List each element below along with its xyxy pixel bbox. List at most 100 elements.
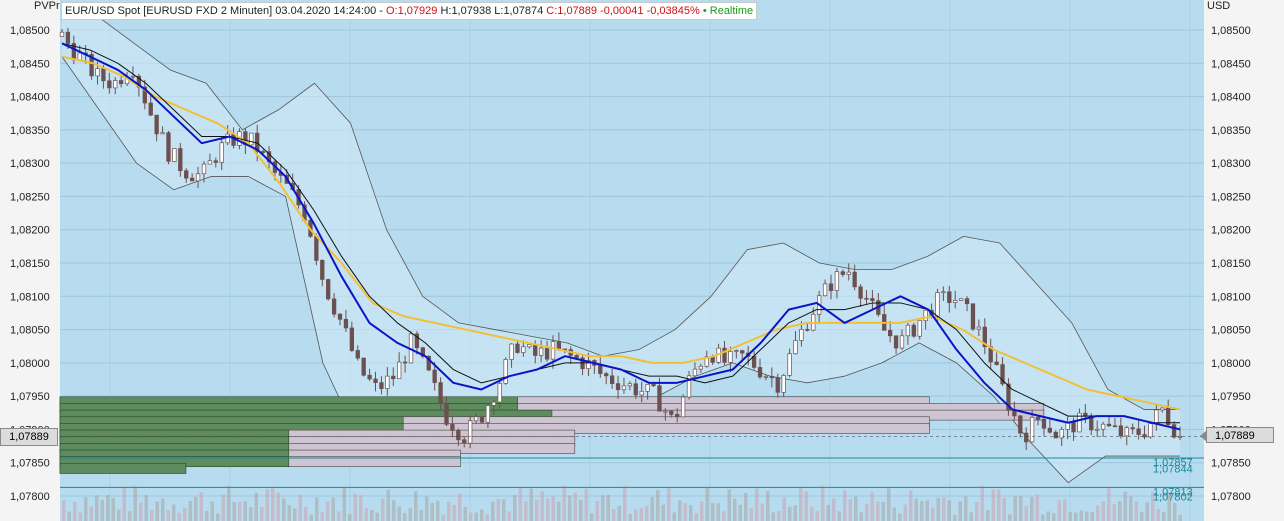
y-tick-label-right: 1,08150 [1211,258,1251,270]
candle-body [101,68,106,82]
volume-bar [298,494,302,521]
ema-fast-line [61,42,1181,431]
volume-bar [711,502,715,521]
volume-bar [1074,512,1078,521]
volume-bar [540,491,544,521]
candle-body [941,291,946,294]
candle-body [178,148,183,172]
candle-body [521,346,526,353]
price-level-label: 1,07844 [1153,464,1193,476]
volume-bar [782,497,786,521]
candle-body [887,329,893,337]
candle-body [160,132,165,135]
volume-bar [276,492,280,521]
candle-body [905,324,911,337]
candle-body [468,420,473,444]
volume-bar [166,510,170,521]
candle-body [414,333,420,349]
candle-body [225,133,230,144]
volume-bar [1013,496,1017,521]
volume-bar [942,497,946,521]
volume-bar [287,505,291,521]
volume-profile-buy [59,463,187,474]
candle-body [1029,416,1035,443]
volume-bar [62,500,66,521]
candle-body [172,148,177,162]
volume-bar [876,501,880,521]
volume-bar [755,488,759,521]
candle-body [852,271,857,288]
candle-body [604,373,609,377]
volume-bar [403,513,407,521]
volume-bar [579,499,583,521]
candle-body [781,375,786,393]
candle-body [1035,416,1041,420]
y-tick-label-right: 1,08050 [1211,325,1251,337]
volume-bar [232,501,236,521]
volume-bar [1046,511,1050,521]
volume-bar [243,501,247,521]
candle-body [1024,432,1029,443]
volume-bar [474,512,478,521]
candle-body [680,396,686,418]
volume-bar [793,505,797,521]
candle-body [1124,427,1129,437]
candle-body [1106,423,1112,427]
candle-body [249,132,254,146]
candle-body [497,383,502,403]
candle-body [65,31,71,44]
candle-body [538,347,544,356]
volume-bar [672,512,676,521]
price-level-label: 1,07802 [1153,492,1193,504]
volume-bar [210,501,214,521]
volume-bar [650,497,654,521]
volume-bar [744,493,748,521]
candle-body [349,327,355,351]
volume-bar [381,498,385,521]
volume-bar [342,488,346,521]
volume-bar [194,496,198,521]
candle-body [1095,428,1100,431]
candle-body [515,343,520,353]
volume-bar [738,504,742,521]
volume-bar [859,512,863,521]
volume-bar [485,514,489,521]
volume-bar [1101,501,1105,521]
volume-bar [177,512,181,521]
volume-bar [199,492,203,521]
candle-body [639,390,644,396]
candle-body [805,329,810,331]
volume-bar [535,500,539,521]
volume-bar [221,494,225,521]
candle-body [1077,412,1082,433]
candle-body [556,341,562,350]
candle-body [621,385,627,391]
volume-bar [1129,496,1133,521]
volume-bar [667,488,671,521]
volume-bar [617,505,621,521]
candle-body [834,271,840,291]
candle-body [367,374,372,380]
volume-bar [1085,511,1089,521]
volume-bar [1140,511,1144,521]
volume-bar [865,503,869,521]
volume-bar [392,500,396,521]
volume-bar [832,498,836,521]
volume-bar [799,487,803,521]
volume-bar [447,501,451,521]
volume-bar [881,501,885,521]
volume-bar [1052,513,1056,521]
candle-body [627,383,633,387]
volume-bar [645,505,649,521]
candle-body [1053,431,1058,439]
volume-bar [634,509,638,521]
volume-bar [903,504,907,521]
volume-bar [408,508,412,521]
y-tick-label-right: 1,07800 [1211,491,1251,503]
volume-bar [518,487,522,521]
volume-bar [804,491,808,521]
volume-bar [1156,508,1160,521]
candle-body [1166,407,1171,425]
volume-bar [1134,501,1138,521]
